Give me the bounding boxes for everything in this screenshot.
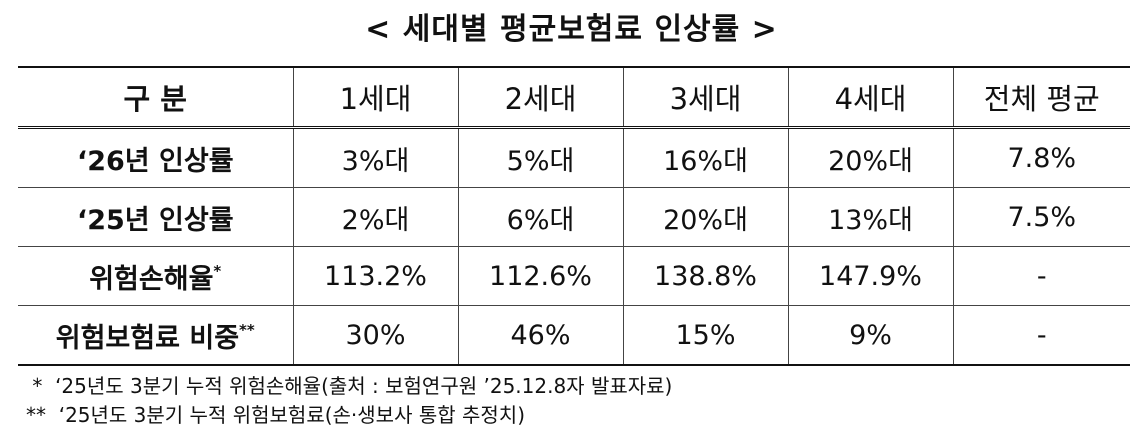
table-cell: 13%대 xyxy=(787,187,953,247)
page-title: < 세대별 평균보험료 인상률 > xyxy=(365,12,778,47)
table-cell: 7.8% xyxy=(952,127,1130,188)
header-gen3: 3세대 xyxy=(622,66,788,129)
footnote-mark: ** xyxy=(239,320,255,339)
row-label-text: ‘26년 인상률 xyxy=(76,145,234,177)
table-cell: - xyxy=(952,305,1130,366)
header-total-avg: 전체 평균 xyxy=(952,66,1130,129)
header-gen1: 1세대 xyxy=(292,66,458,129)
row-label: ‘26년 인상률 xyxy=(18,127,293,188)
table-header-row: 구 분 1세대 2세대 3세대 4세대 전체 평균 xyxy=(18,66,1130,129)
table-cell: 16%대 xyxy=(622,127,788,188)
table-cell: 20%대 xyxy=(622,187,788,247)
footnote-1: * ‘25년도 3분기 누적 위험손해율(출처 : 보험연구원 ’25.12.8… xyxy=(26,374,673,398)
table-row: ‘25년 인상률 2%대 6%대 20%대 13%대 7.5% xyxy=(18,187,1130,247)
footnote-2: ** ‘25년도 3분기 누적 위험보험료(손·생보사 통합 추정치) xyxy=(26,403,525,427)
row-label-text: 위험보험료 비중 xyxy=(55,322,240,354)
row-label-text: 위험손해율 xyxy=(89,263,214,295)
header-category: 구 분 xyxy=(18,66,293,129)
row-label: 위험보험료 비중** xyxy=(18,305,293,366)
table-cell: 138.8% xyxy=(622,246,788,306)
table-cell: 15% xyxy=(622,305,788,366)
table-cell: 6%대 xyxy=(457,187,623,247)
header-gen4: 4세대 xyxy=(787,66,953,129)
row-label-text: ‘25년 인상률 xyxy=(76,204,234,236)
table-cell: 5%대 xyxy=(457,127,623,188)
table-row: 위험손해율* 113.2% 112.6% 138.8% 147.9% - xyxy=(18,246,1130,306)
table-cell: 3%대 xyxy=(292,127,458,188)
table-cell: 7.5% xyxy=(952,187,1130,247)
header-gen2: 2세대 xyxy=(457,66,623,129)
premium-increase-table: 구 분 1세대 2세대 3세대 4세대 전체 평균 ‘26년 인상률 3%대 5… xyxy=(18,66,1130,366)
table-cell: 46% xyxy=(457,305,623,366)
table-cell: 147.9% xyxy=(787,246,953,306)
row-label: 위험손해율* xyxy=(18,246,293,306)
table-cell: 9% xyxy=(787,305,953,366)
table-cell: 20%대 xyxy=(787,127,953,188)
row-label: ‘25년 인상률 xyxy=(18,187,293,247)
table-row: 위험보험료 비중** 30% 46% 15% 9% - xyxy=(18,305,1130,366)
table-row: ‘26년 인상률 3%대 5%대 16%대 20%대 7.8% xyxy=(18,127,1130,188)
footnotes: * ‘25년도 3분기 누적 위험손해율(출처 : 보험연구원 ’25.12.8… xyxy=(26,372,672,430)
table-cell: - xyxy=(952,246,1130,306)
table-cell: 112.6% xyxy=(457,246,623,306)
table-cell: 2%대 xyxy=(292,187,458,247)
table-cell: 30% xyxy=(292,305,458,366)
table-cell: 113.2% xyxy=(292,246,458,306)
footnote-mark: * xyxy=(213,261,222,280)
